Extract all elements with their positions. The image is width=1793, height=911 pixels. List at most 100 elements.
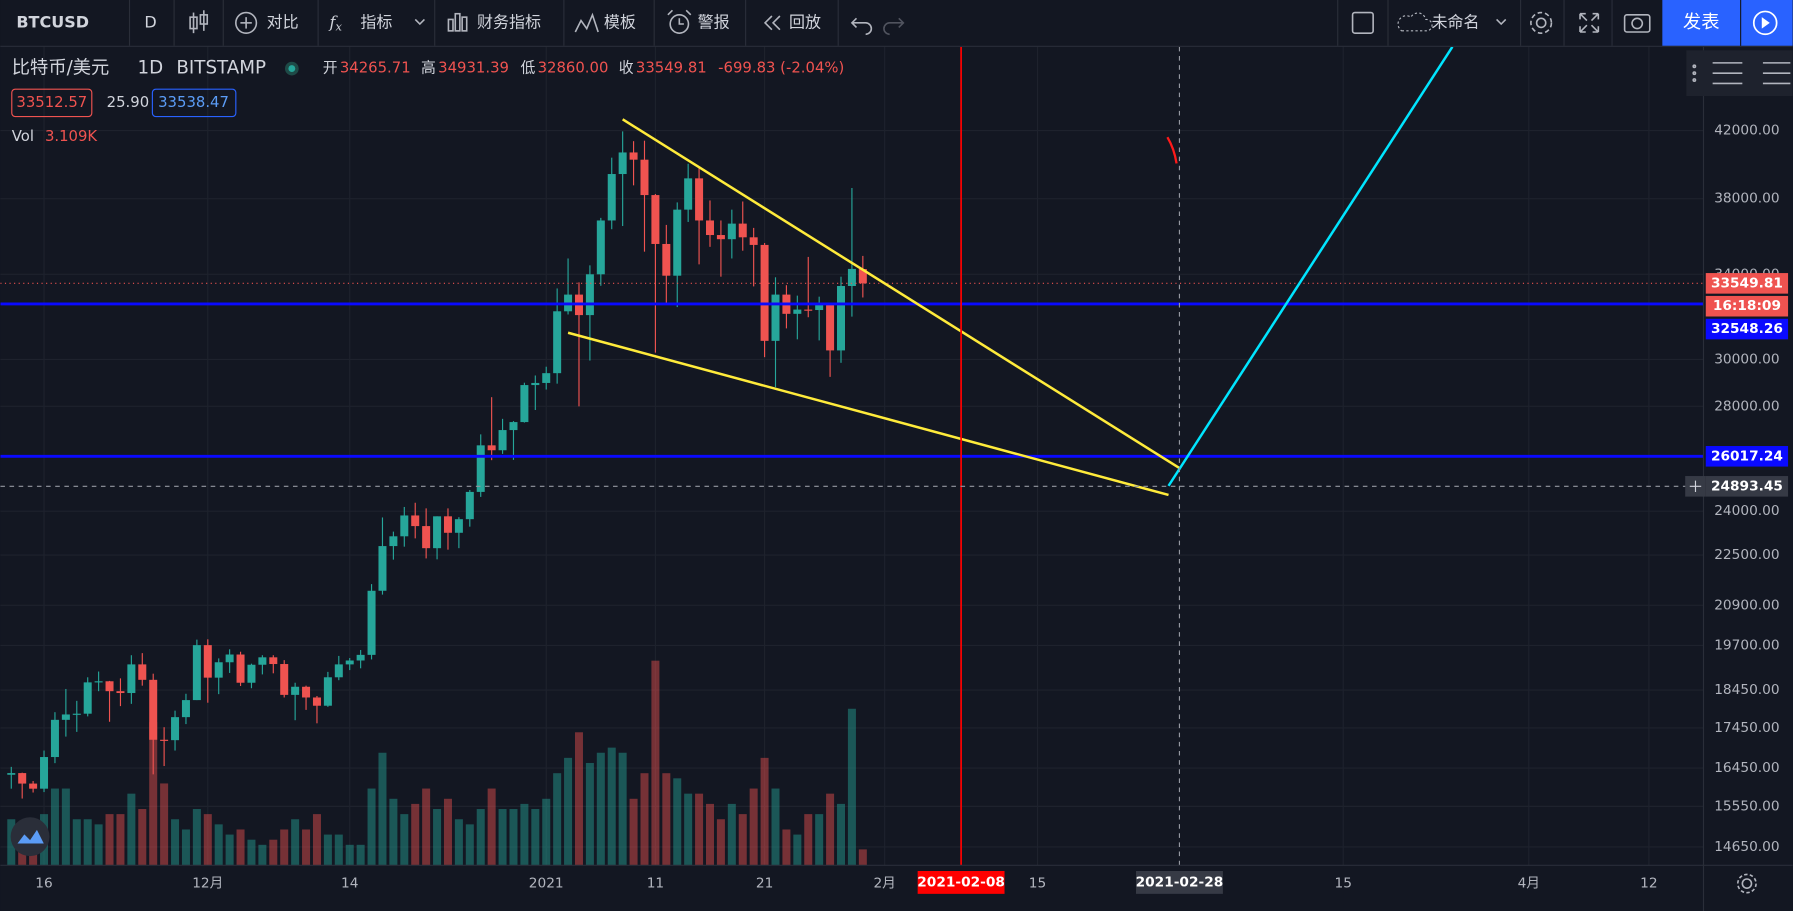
volume-label: Vol: [12, 127, 34, 145]
candle-body: [607, 174, 616, 221]
ohlc-key: 开: [323, 59, 338, 77]
volume-bar: [564, 757, 573, 866]
compare-button[interactable]: 对比: [267, 12, 299, 31]
ohlc-value: 34931.39: [438, 59, 509, 77]
fullscreen-button[interactable]: [1579, 12, 1600, 33]
logo-mark: [17, 829, 44, 844]
cloud-icon[interactable]: [1397, 12, 1433, 32]
legend-interval: 1D: [138, 58, 164, 79]
y-tick-label: 24000.00: [1714, 503, 1779, 519]
alert-icon[interactable]: [667, 9, 692, 34]
candle-body: [280, 664, 289, 695]
ohlc-key: 低: [520, 59, 535, 77]
volume-bar: [673, 778, 682, 866]
candle-body: [673, 209, 682, 276]
volume-bar: [400, 814, 409, 866]
symbol-name: 比特币/美元: [12, 58, 109, 79]
candle-body: [520, 385, 529, 423]
settings-button[interactable]: [1530, 11, 1553, 34]
logo[interactable]: [10, 817, 50, 857]
alert-button[interactable]: 警报: [698, 12, 730, 31]
undo-button[interactable]: [850, 17, 873, 36]
y-tick-label: 38000.00: [1714, 191, 1779, 207]
compare-icon[interactable]: [235, 11, 258, 34]
candle-body: [422, 526, 431, 549]
price-label-box: [1705, 446, 1789, 467]
volume-bar: [684, 793, 693, 866]
candle-body: [312, 697, 321, 706]
candle-body: [18, 773, 27, 784]
volume-bar: [771, 788, 780, 866]
candle-body: [487, 445, 496, 451]
candle-body: [705, 220, 714, 236]
candle-body: [302, 686, 311, 698]
candle-body: [585, 274, 594, 316]
ask[interactable]: 33538.47: [158, 93, 229, 111]
drawings: [0, 46, 1704, 866]
symbol[interactable]: BTCUSD: [16, 12, 89, 31]
publish-button[interactable]: [1662, 0, 1741, 46]
bid[interactable]: 33512.57: [16, 93, 87, 111]
replay-icon[interactable]: [763, 15, 781, 31]
y-tick-label: 18450.00: [1714, 682, 1779, 698]
y-tick-label: 17450.00: [1714, 720, 1779, 736]
candle-body: [160, 739, 169, 741]
bid-box[interactable]: [11, 88, 93, 118]
volume-bar: [389, 798, 398, 866]
volume-bar: [640, 773, 649, 866]
volume-bar: [171, 819, 180, 866]
volume-bar: [181, 829, 190, 866]
volume-bar: [433, 809, 442, 866]
x-tick-label: 15: [1029, 876, 1046, 892]
volume-bar: [247, 839, 256, 866]
volume-bar: [487, 788, 496, 866]
replay-button[interactable]: 回放: [789, 12, 821, 31]
price-label-box: [1705, 295, 1789, 317]
select-button[interactable]: [1351, 11, 1374, 34]
financials-button[interactable]: 财务指标: [477, 12, 541, 31]
volume-bar: [291, 819, 300, 866]
candle-type-icon[interactable]: [189, 10, 209, 34]
candle-body: [640, 159, 649, 196]
publish-label[interactable]: 发表: [1683, 12, 1720, 33]
candle-body: [476, 445, 485, 492]
volume-bar: [203, 814, 212, 866]
indicators-button[interactable]: 指标: [360, 12, 392, 31]
x-tick-label: 21: [756, 876, 773, 892]
volume-bar: [716, 819, 725, 866]
templates-icon[interactable]: [574, 12, 599, 33]
financials-icon[interactable]: [447, 12, 468, 32]
candle-body: [618, 152, 627, 175]
candle-body: [433, 516, 442, 549]
price-label: 24893.45: [1711, 478, 1783, 494]
volume-bar: [553, 773, 562, 866]
toolbar-separators: [128, 0, 1613, 46]
volume-bar: [454, 819, 463, 866]
dropdown-arrow[interactable]: [414, 18, 425, 26]
screenshot-button[interactable]: [1623, 14, 1651, 33]
object-panel-icons[interactable]: [1692, 62, 1791, 85]
layout-name[interactable]: 未命名: [1431, 12, 1479, 31]
templates-button[interactable]: 模板: [604, 12, 636, 31]
volume-bar: [50, 788, 59, 866]
dropdown-arrow[interactable]: [1496, 18, 1507, 26]
axis-settings[interactable]: [1736, 873, 1757, 894]
volume-bar: [302, 829, 311, 866]
spread: 25.90: [107, 93, 150, 111]
axes: 42000.0038000.0034000.0030000.0028000.00…: [35, 123, 1789, 894]
ask-box[interactable]: [151, 88, 237, 118]
candle-body: [40, 757, 49, 789]
candle-body: [269, 657, 278, 665]
candle-body: [258, 657, 267, 665]
stream-icon: [1752, 10, 1778, 36]
volume-bar: [847, 708, 856, 866]
interval-button[interactable]: D: [144, 12, 156, 31]
ohlc-key: 收: [619, 59, 634, 77]
crosshair-add-icon: [1689, 480, 1702, 493]
ohlc-values: 开 34265.71 高 34931.39 低 32860.00 收 33549.81 -699…: [323, 59, 845, 77]
candle-body: [389, 536, 398, 547]
volume-bar: [520, 803, 529, 866]
volume-bar: [760, 757, 769, 866]
redo-button[interactable]: [883, 17, 905, 36]
